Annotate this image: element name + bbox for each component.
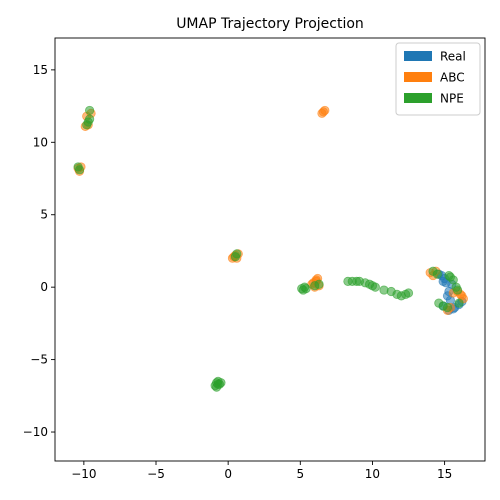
axes-layer: −10 −5 0 5 10 15 −10 −5 0 5 10 15: [23, 37, 486, 481]
y-tick-label-1: −5: [30, 353, 48, 367]
x-tick-label-1: −5: [147, 467, 165, 481]
y-tick-label-5: 15: [33, 63, 48, 77]
y-tick-label-0: −10: [23, 425, 48, 439]
point-npe-34: [403, 288, 414, 298]
point-npe-43: [444, 270, 454, 281]
legend-swatch-abc: [404, 72, 432, 82]
legend: Real ABC NPE: [395, 42, 481, 116]
points-layer: [73, 105, 468, 392]
legend-label-abc: ABC: [440, 71, 465, 85]
x-tick-label-4: 10: [365, 467, 380, 481]
chart-title: UMAP Trajectory Projection: [176, 16, 364, 32]
point-npe-28: [370, 282, 380, 292]
point-abc-9: [320, 105, 330, 116]
legend-label-real: Real: [440, 50, 466, 64]
point-npe-14: [230, 252, 240, 262]
legend-swatch-npe: [404, 93, 432, 103]
point-npe-5: [74, 165, 85, 175]
y-tick-label-4: 10: [33, 135, 48, 149]
x-tick-label-3: 5: [296, 467, 304, 481]
x-tick-label-2: 0: [224, 467, 232, 481]
legend-label-npe: NPE: [440, 92, 464, 106]
y-tick-label-3: 5: [40, 208, 48, 222]
point-npe-12: [213, 379, 223, 389]
point-npe-0: [85, 105, 95, 116]
point-npe-18: [300, 282, 310, 292]
point-npe-44: [432, 269, 442, 279]
point-npe-45: [454, 298, 464, 308]
point-npe-3: [82, 120, 92, 130]
point-npe-20: [314, 279, 324, 289]
x-tick-label-5: 15: [437, 467, 452, 481]
series-npe: [73, 105, 464, 392]
series-abc: [73, 105, 468, 315]
plot-frame: [54, 37, 486, 462]
x-tick-label-0: −10: [71, 467, 96, 481]
point-npe-42: [452, 285, 463, 295]
y-tick-label-2: 0: [40, 280, 48, 294]
legend-swatch-real: [404, 51, 432, 61]
point-npe-38: [442, 302, 453, 313]
